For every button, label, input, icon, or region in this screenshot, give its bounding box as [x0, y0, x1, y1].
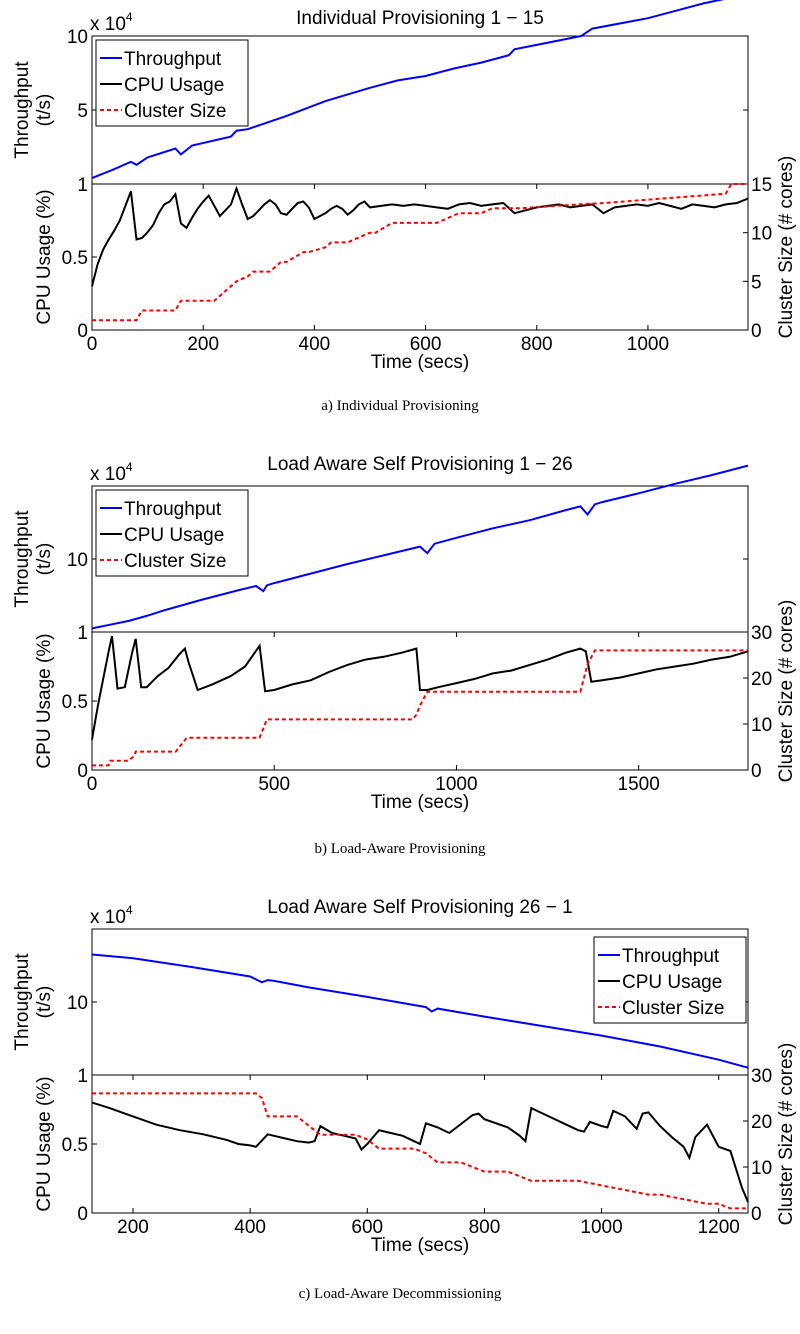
chart-title: Individual Provisioning 1 − 15	[296, 8, 544, 29]
series-throughput-line	[91, 953, 749, 1069]
bottom-y2tick-label: 20	[751, 669, 772, 690]
legend-entry-label: CPU Usage	[124, 75, 224, 96]
bottom-y2tick-label: 20	[751, 1112, 772, 1133]
legend-entry-label: Cluster Size	[124, 551, 226, 572]
y-multiplier-exponent: 4	[126, 10, 133, 24]
figure-caption: c) Load-Aware Decommissioning	[299, 1286, 502, 1302]
bottom-ytick-label: 0	[77, 761, 88, 782]
series-throughput-line	[91, 0, 725, 180]
legend-entry-label: Throughput	[124, 499, 222, 520]
bottom-xtick-label: 500	[258, 774, 290, 795]
bottom-y2tick-label: 0	[751, 1204, 762, 1225]
top-ylabel-line: (t/s)	[34, 94, 55, 127]
top-ylabel-line: (t/s)	[34, 986, 55, 1019]
legend: Throughput CPU Usage Cluster Size	[593, 936, 747, 1024]
cpu-usage-axis-label: CPU Usage (%)	[34, 189, 55, 324]
top-ylabel-line: Throughput	[12, 61, 33, 159]
y-multiplier-label: x 104	[90, 10, 133, 35]
chart-title: Load Aware Self Provisioning 26 − 1	[267, 897, 572, 918]
legend-entry-label: CPU Usage	[622, 972, 722, 993]
top-ylabel-line: Throughput	[12, 953, 33, 1051]
chart-panel-1: Individual Provisioning 1 − 15x 104510Th…	[12, 0, 797, 414]
bottom-xtick-label: 800	[521, 334, 553, 355]
bottom-xtick-label: 1000	[580, 1217, 622, 1238]
bottom-xtick-label: 200	[187, 334, 219, 355]
series-cpu-usage-line	[91, 1101, 749, 1203]
x-axis-label: Time (secs)	[371, 792, 470, 813]
bottom-y2tick-label: 30	[751, 623, 772, 644]
legend-entry-label: Throughput	[124, 49, 222, 70]
bottom-ytick-label: 1	[77, 623, 88, 644]
bottom-ytick-label: 0	[77, 1204, 88, 1225]
legend: Throughput CPU Usage Cluster Size	[95, 489, 249, 577]
bottom-xtick-label: 1500	[618, 774, 660, 795]
bottom-ytick-label: 0	[77, 321, 88, 342]
series-cluster-size-line	[92, 1092, 748, 1210]
y-multiplier-label: x 104	[90, 903, 133, 928]
y-multiplier-exponent: 4	[126, 903, 133, 917]
figure-caption: a) Individual Provisioning	[321, 398, 479, 414]
bottom-ytick-label: 0.5	[62, 248, 88, 269]
bottom-ytick-label: 1	[77, 175, 88, 196]
chart-panel-2: Load Aware Self Provisioning 1 − 26 x 104…	[12, 454, 797, 857]
y-multiplier-base: x 10	[90, 907, 126, 928]
bottom-y2tick-label: 15	[751, 175, 772, 196]
bottom-y2tick-label: 30	[751, 1066, 772, 1087]
top-ytick-label: 5	[77, 101, 88, 122]
legend: Throughput CPU Usage Cluster Size	[95, 39, 249, 127]
bottom-ytick-label: 0.5	[62, 1135, 88, 1156]
chart-panel-3: Load Aware Self Provisioning 26 − 1x 104…	[12, 897, 797, 1302]
y-multiplier-base: x 10	[90, 464, 126, 485]
bottom-y2tick-label: 10	[751, 224, 772, 245]
x-axis-label: Time (secs)	[371, 352, 470, 373]
bottom-xtick-label: 0	[87, 774, 98, 795]
bottom-xtick-label: 800	[469, 1217, 501, 1238]
bottom-plot-frame	[91, 631, 749, 771]
series-cluster-size-line	[92, 649, 748, 767]
series-cluster-size-line	[92, 183, 748, 322]
legend-entry-label: Cluster Size	[124, 101, 226, 122]
chart-title: Load Aware Self Provisioning 1 − 26	[267, 454, 572, 475]
figure-caption: b) Load-Aware Provisioning	[314, 841, 486, 857]
top-ytick-label: 10	[67, 550, 88, 571]
y-multiplier-label: x 104	[90, 460, 133, 485]
bottom-xtick-label: 600	[410, 334, 442, 355]
legend-entry-label: CPU Usage	[124, 525, 224, 546]
cpu-usage-axis-label: CPU Usage (%)	[34, 633, 55, 768]
bottom-xtick-label: 200	[117, 1217, 149, 1238]
bottom-xtick-label: 400	[299, 334, 331, 355]
series-cpu-usage-line	[91, 635, 749, 740]
series-cpu-usage-line	[91, 185, 749, 287]
bottom-xtick-label: 400	[234, 1217, 266, 1238]
cluster-size-axis-label: Cluster Size (# cores)	[776, 156, 797, 339]
top-ytick-label: 10	[67, 993, 88, 1014]
bottom-ytick-label: 1	[77, 1066, 88, 1087]
top-ylabel-line: Throughput	[12, 510, 33, 608]
cluster-size-axis-label: Cluster Size (# cores)	[776, 1043, 797, 1226]
bottom-xtick-label: 1000	[435, 774, 477, 795]
series-throughput-line	[91, 464, 749, 630]
cluster-size-axis-label: Cluster Size (# cores)	[776, 600, 797, 783]
y-multiplier-base: x 10	[90, 14, 126, 35]
bottom-xtick-label: 0	[87, 334, 98, 355]
top-ytick-label: 10	[67, 27, 88, 48]
top-ylabel-line: (t/s)	[34, 543, 55, 576]
legend-entry-label: Throughput	[622, 946, 720, 967]
bottom-y2tick-label: 10	[751, 715, 772, 736]
y-multiplier-exponent: 4	[126, 460, 133, 474]
bottom-y2tick-label: 5	[751, 272, 762, 293]
bottom-xtick-label: 1000	[627, 334, 669, 355]
bottom-xtick-label: 1200	[698, 1217, 740, 1238]
bottom-y2tick-label: 0	[751, 321, 762, 342]
bottom-xtick-label: 600	[351, 1217, 383, 1238]
bottom-y2tick-label: 10	[751, 1158, 772, 1179]
cpu-usage-axis-label: CPU Usage (%)	[34, 1076, 55, 1211]
bottom-y2tick-label: 0	[751, 761, 762, 782]
bottom-ytick-label: 0.5	[62, 692, 88, 713]
x-axis-label: Time (secs)	[371, 1235, 470, 1256]
legend-entry-label: Cluster Size	[622, 998, 724, 1019]
